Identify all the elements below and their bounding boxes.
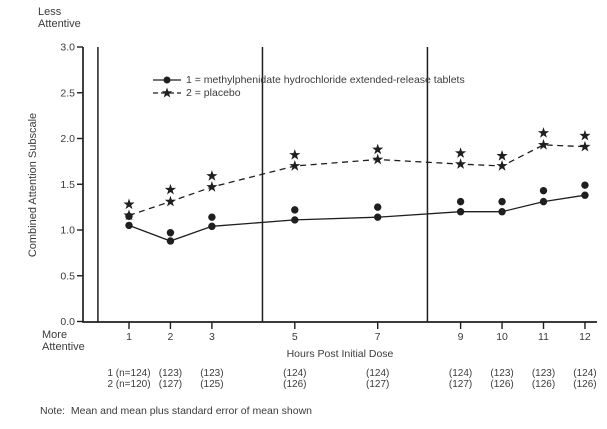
- x-tick-label: 12: [579, 331, 591, 343]
- circle-marker: [581, 191, 589, 199]
- star-marker: [579, 129, 591, 141]
- circle-marker: [291, 206, 299, 214]
- x-tick-label: 2: [168, 331, 174, 343]
- x-tick-label: 7: [375, 331, 381, 343]
- sample-size-value: (127): [366, 379, 390, 390]
- figure-note: Note: Mean and mean plus standard error …: [40, 405, 312, 417]
- sample-size-value: (127): [448, 379, 473, 390]
- y-tick-label: 1.0: [60, 225, 75, 237]
- x-tick-label: 11: [538, 331, 549, 343]
- legend-star-marker: [161, 87, 173, 98]
- session-divider-lines: [97, 47, 429, 322]
- circle-marker: [498, 208, 506, 216]
- y-tick-label: 3.0: [60, 42, 75, 54]
- axes: 0.00.51.01.52.02.53.01 2 3 5 7 9 10 11 12: [60, 42, 597, 343]
- sample-size-value: (123): [490, 368, 514, 379]
- star-marker: [289, 149, 301, 160]
- y-axis-top-label-line1: Less: [38, 6, 62, 18]
- legend-item-methylphenidate: 1 = methylphenidate hydrochloride extend…: [152, 74, 465, 86]
- x-tick-label: 3: [209, 331, 215, 343]
- y-axis-bottom-label-line2: Attentive: [42, 341, 85, 353]
- series-line: [128, 194, 586, 242]
- x-tick-label: 9: [458, 331, 464, 343]
- y-axis-bottom-label-line1: More: [42, 329, 68, 341]
- series-2: [123, 127, 591, 221]
- y-tick-label: 1.5: [60, 179, 75, 191]
- star-marker: [454, 158, 467, 169]
- y-axis-top-label: Less Attentive: [38, 6, 81, 30]
- star-marker: [372, 153, 384, 165]
- legend: 1 = methylphenidate hydrochloride extend…: [152, 74, 465, 99]
- sample-size-value: (125): [200, 379, 224, 390]
- sample-size-value: (126): [283, 379, 307, 390]
- circle-marker: [539, 197, 548, 206]
- star-marker: [164, 195, 177, 207]
- star-marker: [496, 160, 508, 171]
- circle-marker: [374, 213, 382, 221]
- y-tick-label: 2.5: [60, 87, 75, 99]
- sample-size-value: (123): [200, 368, 224, 379]
- star-marker: [537, 127, 550, 138]
- star-marker: [372, 143, 384, 155]
- star-marker: [123, 198, 135, 210]
- sample-size-value: (123): [158, 368, 183, 379]
- star-marker: [496, 149, 508, 161]
- legend-circle-marker: [163, 76, 171, 84]
- sample-size-value: 1 (n=124): [107, 368, 151, 379]
- star-marker: [206, 181, 218, 192]
- sample-size-value: (124): [448, 368, 473, 379]
- star-marker: [579, 140, 591, 152]
- y-axis-bottom-label: More Attentive: [42, 329, 85, 353]
- sample-size-value: (126): [573, 379, 597, 390]
- circle-marker: [125, 221, 133, 230]
- y-axis-top-label-line2: Attentive: [38, 18, 81, 30]
- circle-marker: [374, 203, 382, 211]
- sample-size-value: (127): [158, 379, 183, 390]
- circle-marker: [291, 216, 299, 224]
- y-tick-label: 0.5: [60, 270, 75, 282]
- y-axis-title: Combined Attention Subscale: [27, 112, 39, 258]
- legend-label-placebo: 2 = placebo: [186, 87, 241, 99]
- series-1: [125, 181, 589, 245]
- legend-item-placebo: 2 = placebo: [152, 87, 465, 99]
- star-marker: [289, 160, 301, 171]
- sample-size-value: (124): [283, 368, 307, 379]
- star-marker: [537, 139, 550, 150]
- sample-size-value: (124): [366, 368, 390, 379]
- sample-size-value: 2 (n=120): [107, 379, 151, 390]
- star-marker: [454, 147, 467, 158]
- y-tick-label: 0.0: [60, 316, 75, 328]
- circle-marker: [166, 229, 175, 237]
- star-marker: [206, 170, 218, 181]
- sample-size-value: (126): [490, 379, 514, 390]
- legend-label-methylphenidate: 1 = methylphenidate hydrochloride extend…: [186, 74, 465, 86]
- circle-marker: [498, 197, 506, 206]
- star-marker: [123, 209, 135, 221]
- circle-marker: [581, 181, 589, 189]
- sample-size-value: (124): [573, 368, 597, 379]
- star-marker: [164, 183, 177, 195]
- x-tick-label: 5: [292, 331, 298, 343]
- x-axis-title: Hours Post Initial Dose: [286, 348, 394, 360]
- circle-marker: [208, 222, 216, 231]
- circle-marker: [456, 197, 465, 206]
- series-line: [128, 144, 586, 217]
- legend-marker-star-dashed-line: [153, 87, 181, 98]
- circle-marker: [166, 237, 175, 245]
- x-tick-label: 1: [126, 331, 132, 343]
- circle-marker: [456, 208, 465, 216]
- circle-marker: [208, 213, 216, 221]
- legend-marker-circle-line: [153, 76, 181, 84]
- sample-size-value: (126): [531, 379, 556, 390]
- circle-marker: [539, 186, 548, 195]
- x-tick-label: 10: [496, 331, 508, 343]
- y-tick-label: 2.0: [60, 133, 75, 145]
- sample-size-value: (123): [531, 368, 556, 379]
